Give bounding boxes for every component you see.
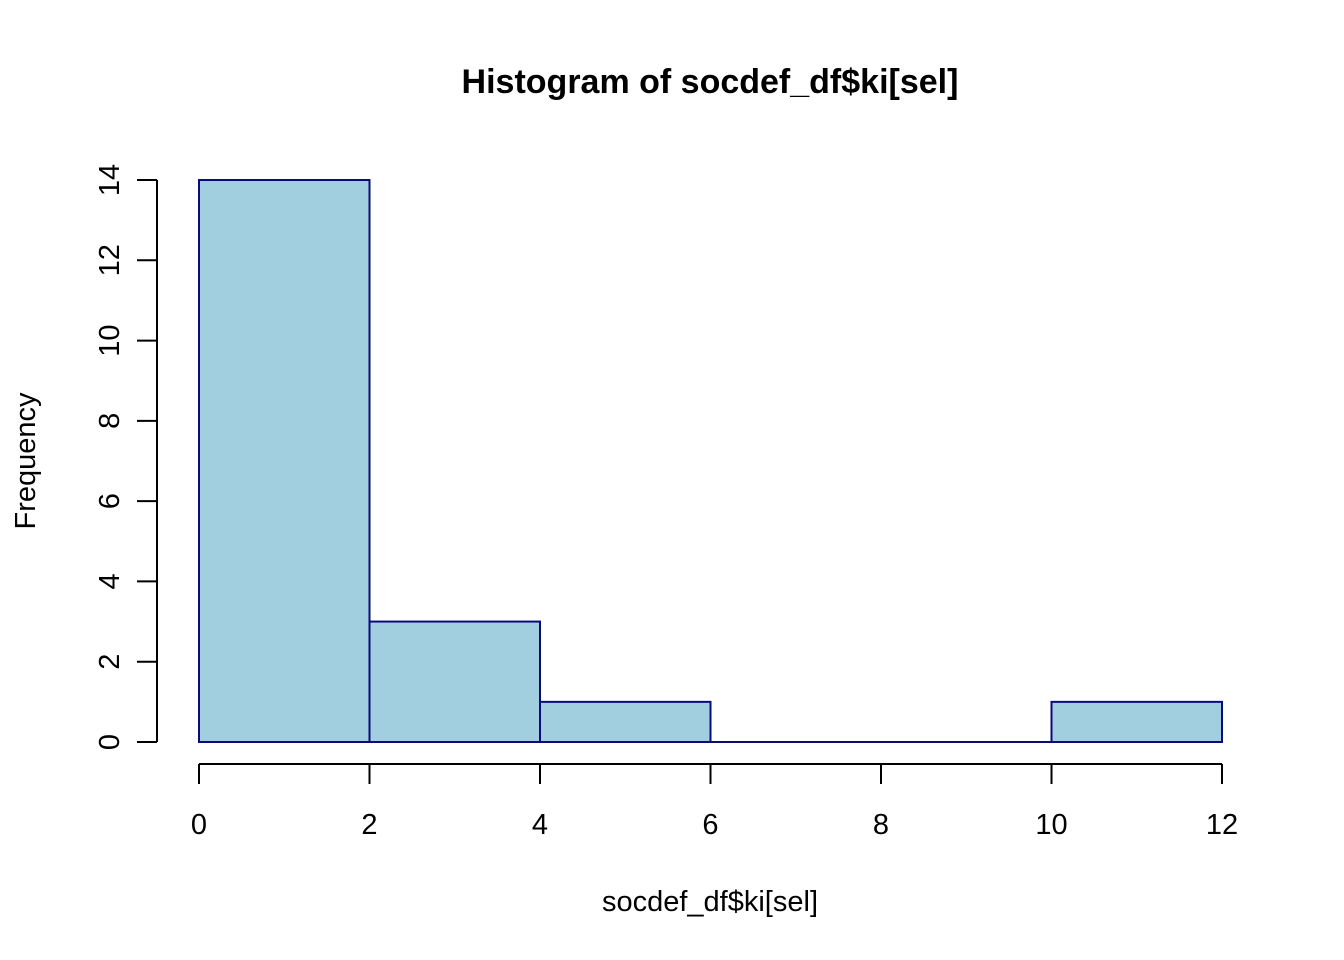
y-tick-label-3: 6: [94, 493, 126, 509]
histogram-bar-2: [539, 700, 712, 743]
y-tick-label-1: 2: [94, 654, 126, 670]
y-tick-label-0: 0: [94, 734, 126, 750]
y-tick-label-4: 8: [94, 413, 126, 429]
x-tick-label-1: 2: [361, 809, 377, 841]
histogram-bar-0: [198, 179, 371, 743]
y-tick-label-5: 10: [94, 324, 126, 356]
y-axis: 0 2 4 6 8 10 12 14: [94, 164, 158, 750]
bars-layer: [198, 179, 1223, 743]
y-axis-label: Frequency: [10, 392, 42, 530]
x-tick-label-4: 8: [873, 809, 889, 841]
chart-title: Histogram of socdef_df$ki[sel]: [462, 63, 959, 101]
y-tick-label-7: 14: [94, 164, 126, 196]
x-ticks: 0 2 4 6 8 10 12: [191, 764, 1238, 841]
x-tick-label-2: 4: [532, 809, 548, 841]
y-tick-label-2: 4: [94, 573, 126, 589]
x-axis-label: socdef_df$ki[sel]: [602, 886, 818, 918]
y-tick-label-6: 12: [94, 244, 126, 276]
x-tick-label-6: 12: [1206, 809, 1238, 841]
x-tick-label-5: 10: [1035, 809, 1067, 841]
histogram-bar-1: [368, 620, 541, 743]
histogram-bar-5: [1050, 700, 1223, 743]
x-tick-label-0: 0: [191, 809, 207, 841]
x-axis: 0 2 4 6 8 10 12: [191, 763, 1238, 841]
y-ticks: 0 2 4 6 8 10 12 14: [94, 164, 157, 750]
x-tick-label-3: 6: [702, 809, 718, 841]
